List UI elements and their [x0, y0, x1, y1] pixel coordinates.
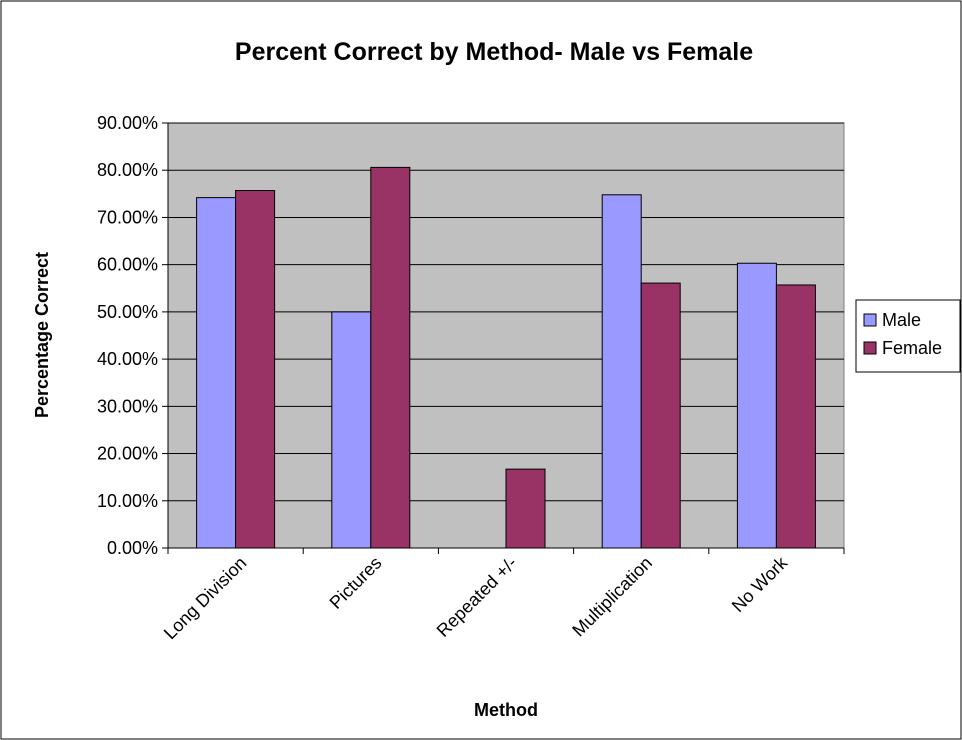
legend: Male Female	[855, 299, 961, 373]
bar-male-4	[736, 262, 777, 549]
y-tick-label: 80.00%	[97, 160, 158, 180]
x-axis-title: Method	[474, 700, 538, 720]
bar-male-0	[196, 197, 237, 549]
y-tick-label: 90.00%	[97, 113, 158, 133]
y-tick-label: 70.00%	[97, 207, 158, 227]
chart-title: Percent Correct by Method- Male vs Femal…	[235, 38, 753, 66]
y-tick-label: 10.00%	[97, 491, 158, 511]
bar-female-1	[370, 166, 411, 549]
legend-swatch-female	[863, 341, 877, 355]
bar-male-1	[331, 311, 372, 549]
y-axis-title: Percentage Correct	[32, 252, 52, 418]
y-tick-label: 30.00%	[97, 396, 158, 416]
bar-female-3	[640, 282, 681, 549]
y-tick-label: 0.00%	[107, 538, 158, 558]
bar-female-4	[775, 284, 816, 549]
legend-label-male: Male	[882, 310, 921, 330]
y-tick-label: 40.00%	[97, 349, 158, 369]
legend-box	[855, 299, 961, 373]
y-tick-label: 60.00%	[97, 255, 158, 275]
bar-female-0	[235, 190, 276, 549]
legend-swatch-male	[863, 313, 877, 327]
y-tick-label: 20.00%	[97, 444, 158, 464]
y-tick-label: 50.00%	[97, 302, 158, 322]
bar-male-3	[601, 194, 642, 549]
bar-female-2	[505, 468, 546, 549]
legend-label-female: Female	[882, 338, 942, 358]
